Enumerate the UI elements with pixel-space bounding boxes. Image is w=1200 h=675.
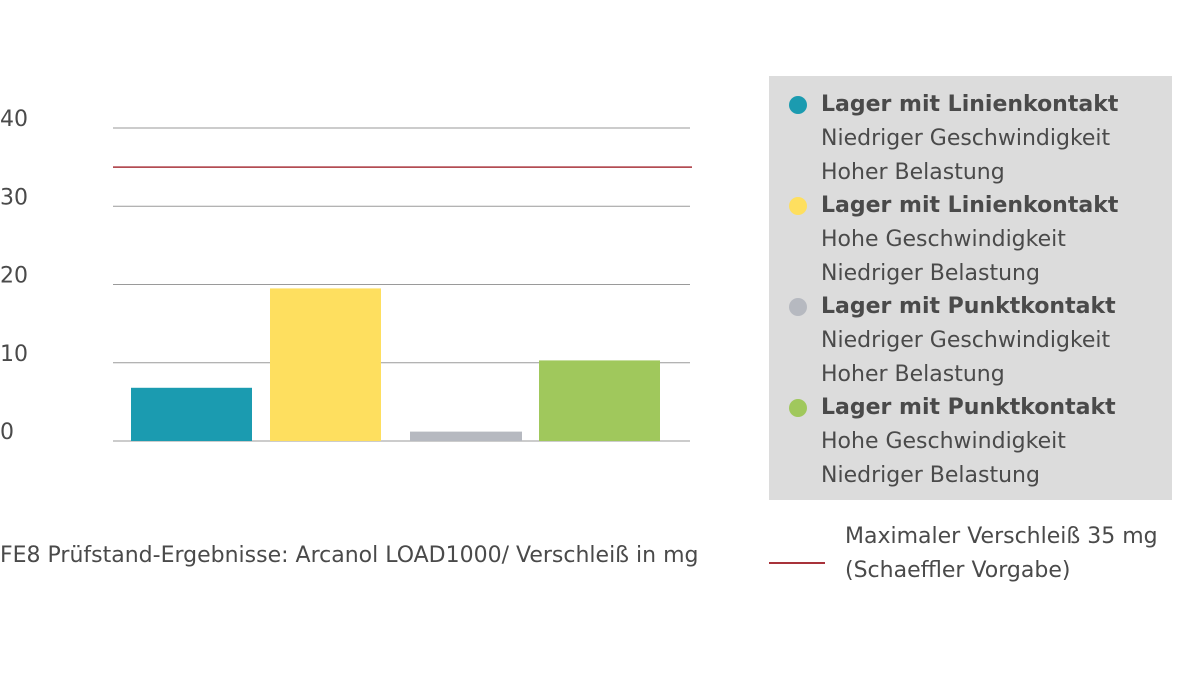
reference-line-legend-swatch xyxy=(769,562,825,564)
bar xyxy=(410,431,522,441)
reference-line-legend-note: (Schaeffler Vorgabe) xyxy=(845,558,1071,583)
gray-dot-icon xyxy=(789,298,807,316)
y-tick-label: 40 xyxy=(0,107,28,132)
legend: Lager mit Linienkontakt Niedriger Geschw… xyxy=(769,76,1172,500)
reference-line-legend: Maximaler Verschleiß 35 mg (Schaeffler V… xyxy=(845,520,1158,588)
y-tick-label: 30 xyxy=(0,185,28,210)
legend-entry-load: Hoher Belastung xyxy=(821,362,1005,387)
y-tick-label: 10 xyxy=(0,342,28,367)
green-dot-icon xyxy=(789,399,807,417)
legend-entry-speed: Niedriger Geschwindigkeit xyxy=(821,126,1111,151)
legend-entry-title: Lager mit Punktkontakt xyxy=(821,294,1116,319)
legend-entry-title: Lager mit Linienkontakt xyxy=(821,92,1119,117)
legend-entry-speed: Hohe Geschwindigkeit xyxy=(821,429,1066,454)
legend-entry-speed: Niedriger Geschwindigkeit xyxy=(821,328,1111,353)
legend-entry-load: Niedriger Belastung xyxy=(821,463,1040,488)
bar xyxy=(270,288,381,441)
y-tick-label: 0 xyxy=(0,420,14,445)
chart-caption: FE8 Prüfstand-Ergebnisse: Arcanol LOAD10… xyxy=(0,543,699,568)
teal-dot-icon xyxy=(789,96,807,114)
legend-entry-title: Lager mit Punktkontakt xyxy=(821,395,1116,420)
yellow-dot-icon xyxy=(789,197,807,215)
legend-entry-title: Lager mit Linienkontakt xyxy=(821,193,1119,218)
reference-line-legend-label: Maximaler Verschleiß 35 mg xyxy=(845,524,1158,549)
bar xyxy=(539,360,660,441)
legend-entry-speed: Hohe Geschwindigkeit xyxy=(821,227,1066,252)
legend-entry-load: Hoher Belastung xyxy=(821,160,1005,185)
y-tick-label: 20 xyxy=(0,264,28,289)
legend-entry-load: Niedriger Belastung xyxy=(821,261,1040,286)
bar xyxy=(131,387,252,441)
